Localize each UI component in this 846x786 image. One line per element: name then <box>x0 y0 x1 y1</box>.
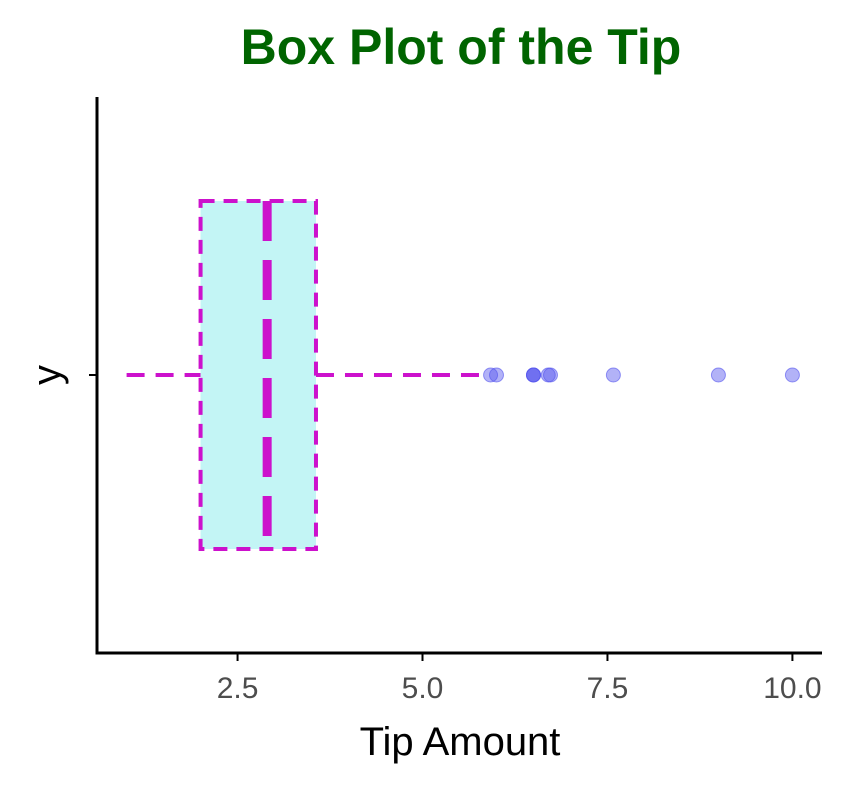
y-tick-label: y <box>25 365 69 385</box>
outlier-point <box>710 367 726 383</box>
outlier-point <box>542 367 558 383</box>
chart-title: Box Plot of the Tip <box>241 19 682 75</box>
x-tick-label: 5.0 <box>402 672 444 705</box>
outlier-point <box>605 367 621 383</box>
outlier-point <box>483 367 499 383</box>
outlier-point <box>488 367 504 383</box>
iqr-box <box>198 199 318 551</box>
x-tick-label: 10.0 <box>763 672 821 705</box>
x-axis-title: Tip Amount <box>360 720 561 764</box>
outlier-point <box>784 367 800 383</box>
x-axis-ticks: 2.5 5.0 7.5 10.0 <box>217 653 822 705</box>
plot-area <box>126 199 800 551</box>
x-tick-label: 2.5 <box>217 672 259 705</box>
x-tick-label: 7.5 <box>587 672 629 705</box>
outlier-point <box>525 367 541 383</box>
